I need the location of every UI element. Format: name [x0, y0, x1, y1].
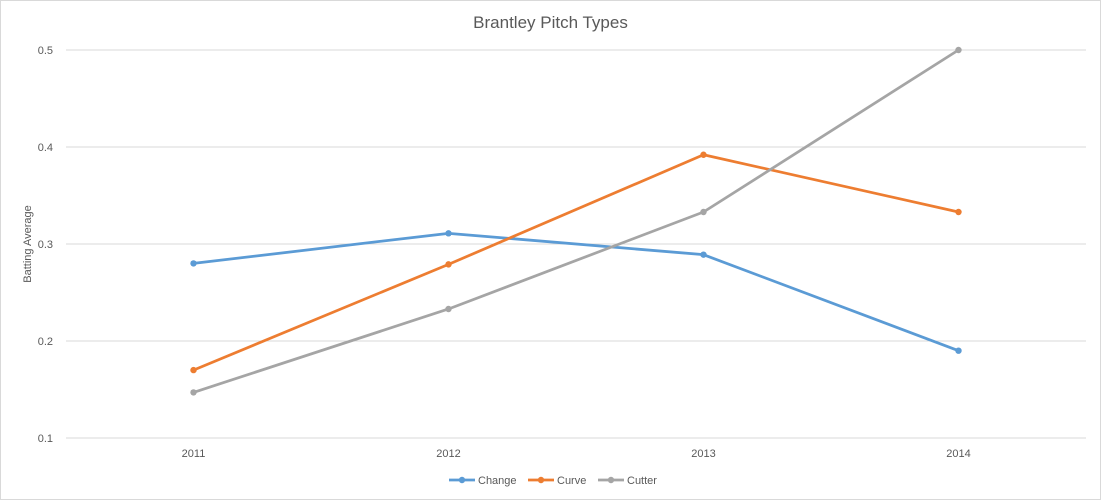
legend-marker	[537, 476, 545, 484]
legend-item-curve: Curve	[528, 475, 586, 487]
series-cutter	[190, 46, 962, 396]
data-point	[445, 261, 452, 268]
series-line	[192, 153, 960, 372]
data-point	[955, 46, 962, 54]
series-line	[192, 231, 960, 353]
data-point	[955, 208, 962, 216]
x-tick-labels: 2011 2012 2013 2014	[182, 448, 971, 460]
y-tick-labels: 0.1 0.2 0.3 0.4 0.5	[38, 45, 53, 445]
legend-item-change: Change	[449, 475, 517, 487]
x-tick-label: 2011	[182, 448, 206, 460]
y-tick-label: 0.5	[38, 45, 53, 57]
x-tick-label: 2012	[436, 448, 460, 460]
y-tick-label: 0.4	[38, 142, 53, 154]
data-point	[445, 230, 452, 237]
y-tick-label: 0.1	[38, 433, 53, 445]
data-point	[700, 151, 707, 158]
series-curve	[190, 151, 962, 374]
x-tick-label: 2014	[946, 448, 970, 460]
data-point	[190, 366, 197, 374]
legend: Change Curve Cutter	[449, 475, 657, 487]
series-change	[190, 230, 962, 354]
legend-marker	[607, 476, 615, 484]
x-tick-label: 2013	[691, 448, 715, 460]
legend-label: Curve	[557, 475, 586, 487]
y-tick-label: 0.2	[38, 336, 53, 348]
y-axis-title: Batting Average	[22, 205, 34, 282]
legend-label: Cutter	[627, 475, 657, 487]
data-point	[700, 208, 707, 216]
series-line	[192, 48, 960, 394]
legend-label: Change	[478, 475, 517, 487]
data-point	[955, 347, 962, 354]
data-point	[190, 260, 197, 267]
data-point	[190, 389, 197, 396]
legend-marker	[458, 476, 466, 484]
data-point	[445, 305, 452, 313]
data-point	[700, 251, 707, 258]
chart-title: Brantley Pitch Types	[473, 13, 628, 32]
legend-item-cutter: Cutter	[598, 475, 657, 487]
y-tick-label: 0.3	[38, 239, 53, 251]
series-lines	[190, 46, 962, 396]
